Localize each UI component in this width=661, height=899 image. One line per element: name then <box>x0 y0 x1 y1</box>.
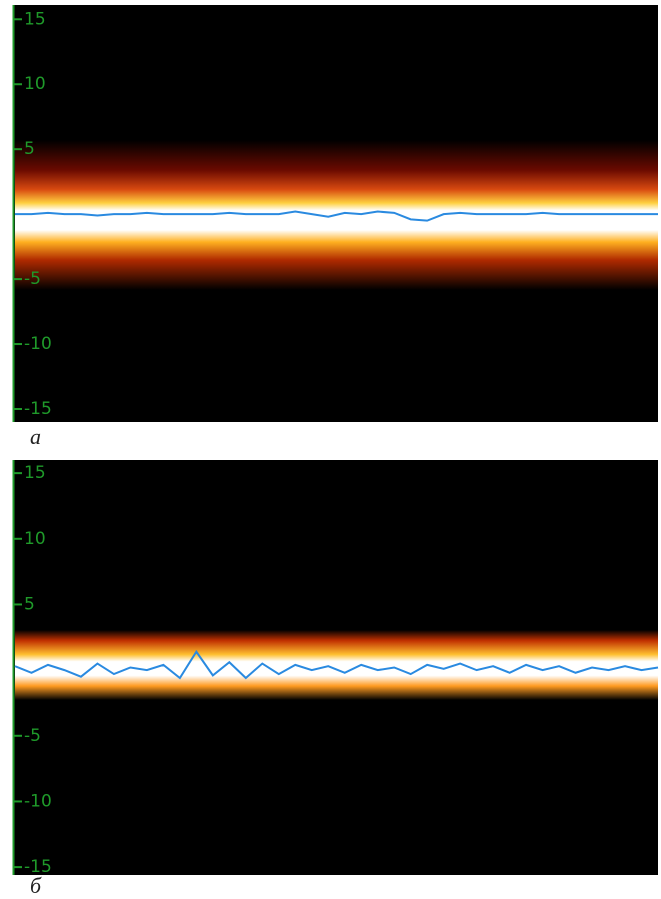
y-tick-label: -15 <box>24 857 52 877</box>
y-tick-label: 15 <box>24 9 46 29</box>
y-tick-label: -5 <box>24 269 41 289</box>
y-tick-label: -10 <box>24 791 52 811</box>
y-tick-label: -10 <box>24 334 52 354</box>
y-tick-label: 5 <box>24 594 35 614</box>
y-tick-label: 15 <box>24 463 46 483</box>
y-tick-label: 10 <box>24 74 46 94</box>
panel-a: a 15 10 5 -5 -10 -15 <box>13 5 658 449</box>
caption: a <box>30 424 41 449</box>
y-tick-label: -5 <box>24 726 41 746</box>
y-tick-label: -15 <box>24 399 52 419</box>
y-tick-label: 10 <box>24 529 46 549</box>
figure: a 15105-5-10-15 б 15105-5-10-15 <box>0 0 661 899</box>
heat-band <box>15 630 658 700</box>
y-tick-label: 5 <box>24 139 35 159</box>
